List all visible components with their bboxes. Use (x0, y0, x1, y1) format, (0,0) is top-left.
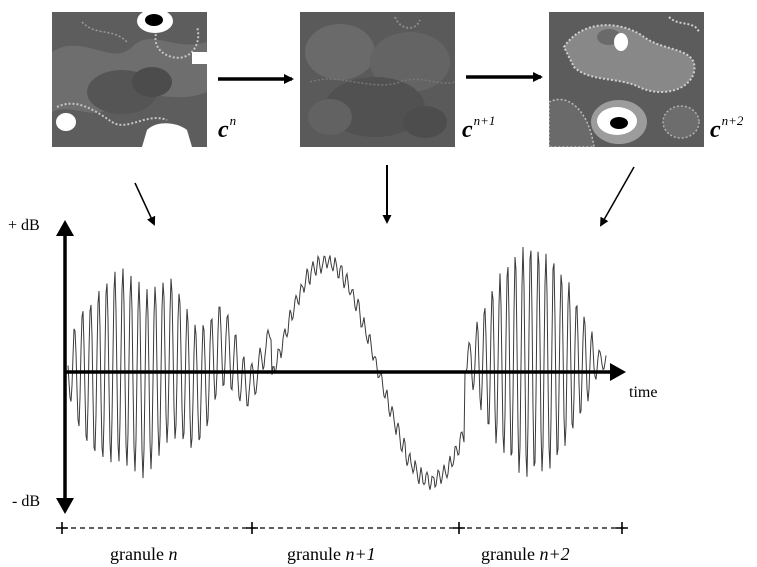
mapping-arrow-n-plus-2 (600, 166, 635, 227)
y-axis-positive-label: + dB (8, 217, 40, 234)
audio-waveform (67, 246, 607, 490)
state-label-n-plus-1: cn+1 (462, 113, 496, 143)
state-label-n: cn (218, 113, 237, 143)
x-axis-label: time (629, 384, 658, 401)
state-label-n-plus-2: cn+2 (710, 113, 744, 143)
amplitude-axis-top-arrowhead (56, 220, 74, 236)
y-axis-negative-label: - dB (12, 493, 40, 510)
automaton-state-n-plus-1-image (300, 12, 455, 147)
automaton-state-n-plus-2-image (549, 12, 704, 147)
granule-label-n-plus-1: granule n+1 (287, 544, 376, 564)
automaton-state-n-image (52, 12, 207, 147)
granule-boundary-ticks (56, 522, 628, 534)
granule-label-n: granule n (110, 544, 178, 564)
amplitude-axis-bottom-arrowhead (56, 498, 74, 514)
time-axis-arrowhead (610, 363, 626, 381)
mapping-arrow-n (134, 182, 156, 226)
granule-label-n-plus-2: granule n+2 (481, 544, 570, 564)
